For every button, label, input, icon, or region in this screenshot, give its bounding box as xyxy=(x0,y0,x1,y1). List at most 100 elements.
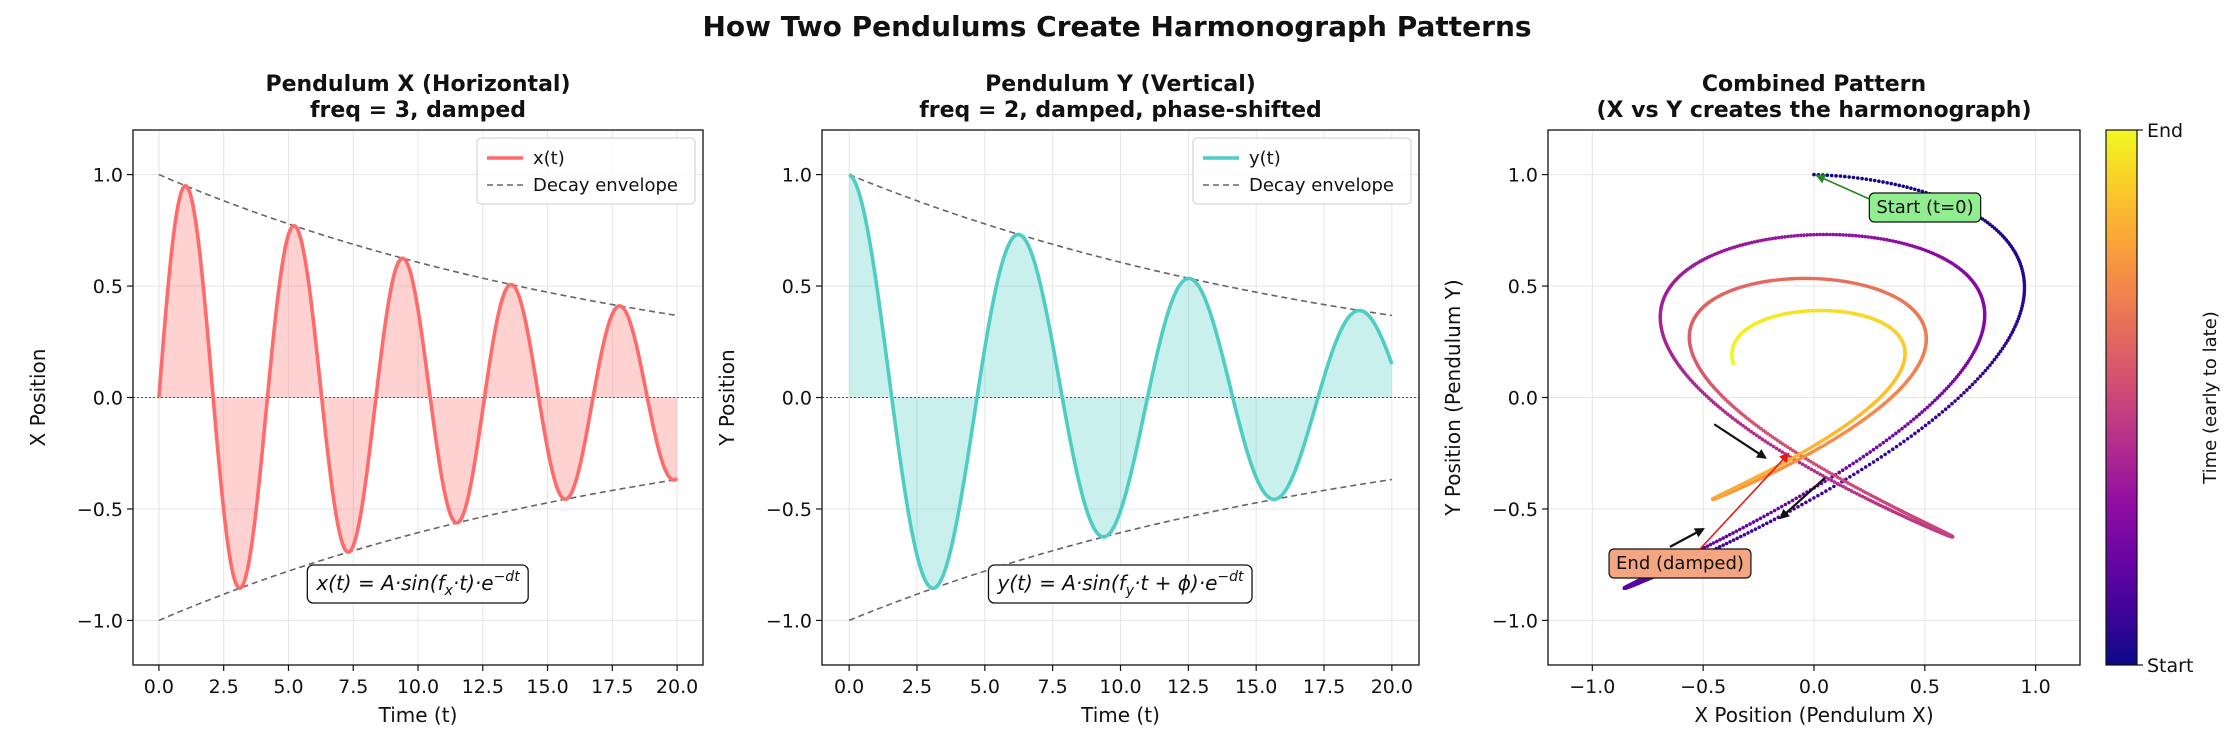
pattern-point xyxy=(1744,524,1749,528)
pattern-point xyxy=(1755,239,1760,244)
pattern-point xyxy=(1812,496,1816,500)
legend-box xyxy=(1192,137,1412,205)
pattern-point xyxy=(1717,545,1722,549)
pattern-point xyxy=(1943,407,1948,412)
pattern-point xyxy=(1937,412,1941,417)
pattern-point xyxy=(1846,487,1851,492)
pattern-point xyxy=(1909,419,1913,424)
pattern-point xyxy=(1765,521,1769,526)
legend-signal-label: x(t) xyxy=(533,148,565,169)
pattern-point xyxy=(1933,398,1937,403)
pattern-point xyxy=(1711,541,1716,545)
pattern-point xyxy=(1812,469,1817,473)
pattern-point xyxy=(1748,522,1752,526)
pattern-point xyxy=(1716,404,1720,408)
pattern-point xyxy=(1878,443,1882,447)
pattern-point xyxy=(1879,455,1884,459)
pattern-point xyxy=(1774,446,1779,451)
pattern-point xyxy=(1743,242,1748,246)
pattern-point xyxy=(1897,183,1902,188)
formula-part-sub: x xyxy=(444,583,454,599)
pattern-point xyxy=(1848,475,1852,479)
y-tick-label: −0.5 xyxy=(1492,499,1538,521)
pattern-point xyxy=(1980,217,1985,221)
pattern-point xyxy=(1897,429,1901,433)
pattern-point xyxy=(1728,540,1732,544)
pattern-point xyxy=(1718,406,1723,410)
pattern-point xyxy=(1824,232,1829,237)
pattern-point xyxy=(1731,362,1736,366)
pattern-point xyxy=(1742,532,1747,537)
pattern-point xyxy=(1738,534,1743,539)
pattern-point xyxy=(1823,479,1827,484)
pattern-point xyxy=(1881,180,1885,184)
upper-decay-envelope xyxy=(158,173,678,317)
pattern-point xyxy=(1832,484,1836,489)
x-tick-label: 15.0 xyxy=(526,676,568,698)
formula-part-sup: −dt xyxy=(494,569,521,585)
x-axis-label: Time (t) xyxy=(1080,703,1160,727)
pattern-point xyxy=(1809,459,1813,464)
pattern-point xyxy=(1821,232,1826,237)
pattern-point xyxy=(1841,233,1845,237)
pattern-point xyxy=(1872,236,1877,240)
y-axis-label: Y Position xyxy=(715,349,739,446)
pattern-point xyxy=(1844,486,1848,490)
x-axis-label: Time (t) xyxy=(378,703,458,727)
pattern-point xyxy=(1727,532,1732,537)
colorbar-start-label: Start xyxy=(2147,655,2193,677)
x-tick-label: 12.5 xyxy=(1167,676,1209,698)
x-tick-label: −0.5 xyxy=(1680,676,1726,698)
pattern-point xyxy=(1832,480,1837,484)
pattern-point xyxy=(1737,527,1742,532)
pattern-point xyxy=(1772,508,1777,513)
pattern-point xyxy=(1825,469,1829,473)
pattern-point xyxy=(1776,506,1780,511)
pattern-point xyxy=(1998,349,2003,354)
formula-part-lhs: y(t) = A·sin( xyxy=(996,571,1119,595)
pattern-point xyxy=(1973,379,1977,384)
pattern-point xyxy=(1881,440,1886,445)
pattern-point xyxy=(1847,175,1851,179)
pattern-point xyxy=(1746,427,1751,432)
annotation-label: Start (t=0) xyxy=(1876,197,1973,218)
pattern-point xyxy=(1731,538,1736,542)
pattern-point xyxy=(1736,420,1740,424)
pattern-point xyxy=(1800,462,1805,467)
pattern-point xyxy=(1752,431,1756,436)
pattern-point xyxy=(1749,529,1754,533)
x-tick-label: 1.0 xyxy=(2021,676,2051,698)
annotation-box xyxy=(1608,548,1752,579)
pattern-point xyxy=(1852,490,1857,495)
y-axis-label: Y Position (Pendulum Y) xyxy=(1441,279,1465,516)
lower-decay-envelope xyxy=(848,478,1392,622)
pattern-point xyxy=(1783,235,1787,239)
pattern-point xyxy=(1822,467,1826,472)
pattern-point xyxy=(1771,444,1776,449)
panel-title: Pendulum Y (Vertical) xyxy=(985,72,1256,97)
y-tick-label: 0.5 xyxy=(782,276,812,298)
y-tick-label: 1.0 xyxy=(1508,165,1538,187)
pattern-point xyxy=(1761,523,1765,528)
pattern-point xyxy=(1721,408,1725,412)
pattern-point xyxy=(1930,418,1935,422)
pattern-point xyxy=(1744,425,1748,430)
colorbar: End Start Time (early to late) xyxy=(2105,120,2221,677)
pattern-point xyxy=(1871,447,1876,452)
pattern-point xyxy=(2000,346,2005,351)
pattern-point xyxy=(1808,498,1812,502)
pattern-point xyxy=(1858,457,1862,461)
x-tick-label: 0.0 xyxy=(144,676,174,698)
pattern-point xyxy=(1916,429,1921,433)
pattern-point xyxy=(1933,415,1938,420)
colorbar-gradient xyxy=(2105,129,2138,666)
pattern-point xyxy=(1746,241,1751,246)
end-annotation: End (damped) xyxy=(1608,452,1790,579)
pattern-point xyxy=(1913,431,1917,436)
pattern-point xyxy=(1838,483,1843,487)
pattern-point xyxy=(1920,410,1924,414)
pattern-point xyxy=(1872,178,1877,183)
pattern-point xyxy=(1828,232,1832,237)
x-tick-label: 10.0 xyxy=(397,676,439,698)
pattern-point xyxy=(1808,233,1813,237)
